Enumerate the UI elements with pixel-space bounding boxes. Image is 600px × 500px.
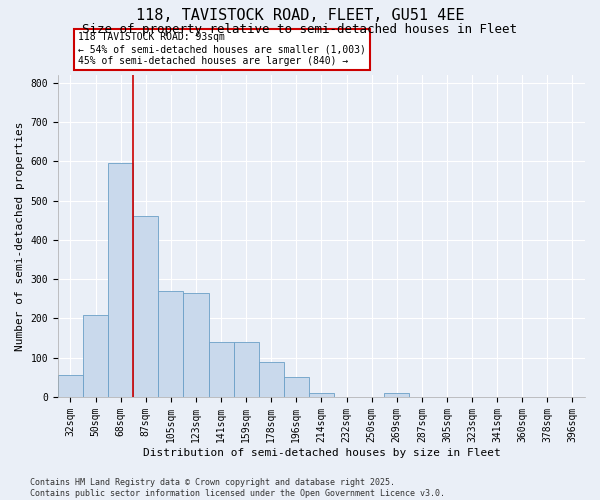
Bar [158, 291, 184, 397]
Text: Contains HM Land Registry data © Crown copyright and database right 2025.
Contai: Contains HM Land Registry data © Crown c… [30, 478, 445, 498]
Bar [83, 314, 108, 397]
Y-axis label: Number of semi-detached properties: Number of semi-detached properties [15, 121, 25, 350]
Text: 118 TAVISTOCK ROAD: 93sqm
← 54% of semi-detached houses are smaller (1,003)
45% : 118 TAVISTOCK ROAD: 93sqm ← 54% of semi-… [78, 32, 366, 66]
Bar [259, 362, 284, 397]
Bar [108, 164, 133, 397]
Bar [284, 378, 309, 397]
Text: 118, TAVISTOCK ROAD, FLEET, GU51 4EE: 118, TAVISTOCK ROAD, FLEET, GU51 4EE [136, 8, 464, 22]
Bar [384, 393, 409, 397]
Bar [184, 293, 209, 397]
X-axis label: Distribution of semi-detached houses by size in Fleet: Distribution of semi-detached houses by … [143, 448, 500, 458]
Bar [209, 342, 233, 397]
Bar [133, 216, 158, 397]
Bar [58, 374, 83, 397]
Bar [233, 342, 259, 397]
Bar [309, 393, 334, 397]
Text: Size of property relative to semi-detached houses in Fleet: Size of property relative to semi-detach… [83, 22, 517, 36]
